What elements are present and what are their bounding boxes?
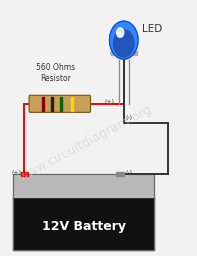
Text: (-): (-)	[126, 170, 133, 175]
Bar	[13, 174, 154, 250]
Ellipse shape	[111, 51, 137, 56]
FancyBboxPatch shape	[29, 95, 91, 112]
Text: (+): (+)	[105, 99, 115, 103]
Text: (-): (-)	[126, 115, 133, 120]
Bar	[116, 172, 124, 176]
Bar	[71, 97, 73, 111]
Text: 12V Battery: 12V Battery	[42, 220, 126, 233]
Bar	[21, 172, 28, 176]
Bar	[60, 97, 62, 111]
Bar	[13, 197, 154, 250]
Text: www.circuitdiagram.org: www.circuitdiagram.org	[17, 103, 154, 184]
Bar	[51, 97, 53, 111]
Circle shape	[110, 21, 138, 59]
Text: (+): (+)	[11, 170, 21, 175]
Bar	[42, 97, 44, 111]
Circle shape	[117, 28, 124, 37]
Bar	[13, 174, 154, 197]
Circle shape	[118, 33, 121, 37]
Circle shape	[113, 30, 134, 57]
Bar	[111, 50, 137, 55]
Text: 560 Ohms
Resistor: 560 Ohms Resistor	[36, 63, 76, 83]
Text: LED: LED	[142, 24, 162, 34]
